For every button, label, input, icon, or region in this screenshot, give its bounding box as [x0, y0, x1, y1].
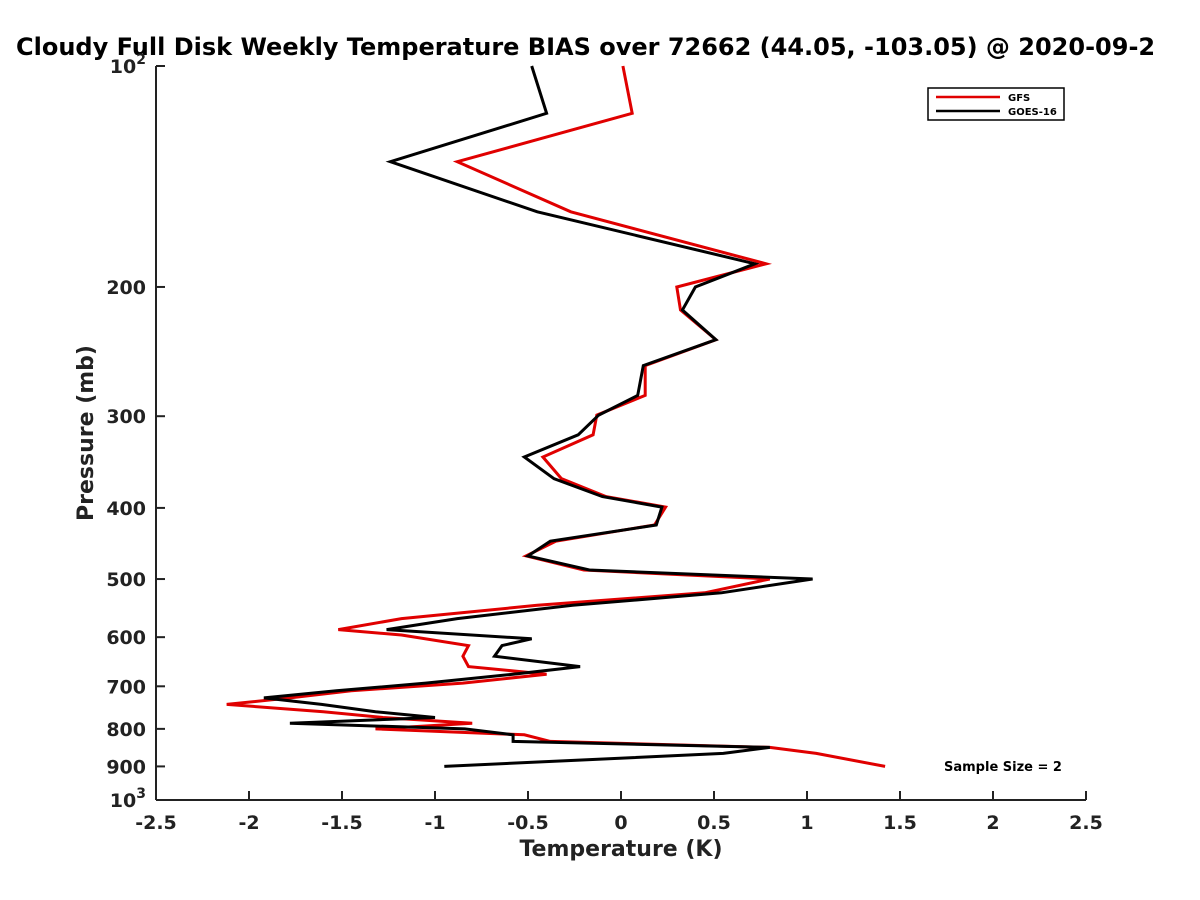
legend-label-goes-16: GOES-16 — [1008, 107, 1057, 118]
x-tick-label: -1 — [424, 812, 445, 834]
x-tick-label: 2.5 — [1069, 812, 1103, 834]
axes — [155, 66, 1086, 801]
legend-box — [927, 87, 1065, 121]
x-tick-label: 0.5 — [697, 812, 731, 834]
y-tick-label: 900 — [106, 756, 146, 778]
x-tick-label: 2 — [986, 812, 999, 834]
y-tick-label: 300 — [106, 406, 146, 428]
sample-size-annotation: Sample Size = 2 — [944, 760, 1062, 775]
legend-label-gfs: GFS — [1008, 93, 1030, 104]
y-axis-label: Pressure (mb) — [74, 345, 99, 521]
series-line-goes-16 — [263, 65, 813, 768]
x-tick-label: -1.5 — [321, 812, 363, 834]
y-tick-label: 103 — [110, 786, 146, 812]
y-tick-label: 102 — [110, 52, 146, 78]
y-tick-label: 500 — [106, 569, 146, 591]
x-tick-label: -2 — [238, 812, 259, 834]
axis-ticks: -2.5 -2 -1.5 -1 -0.5 0 0.5 1 1.5 2 2.5 102 200 300 400… — [106, 52, 1103, 834]
chart-title: Cloudy Full Disk Weekly Temperature BIAS… — [16, 33, 1155, 61]
x-tick-label: -2.5 — [135, 812, 177, 834]
y-tick-label: 400 — [106, 498, 146, 520]
x-tick-label: -0.5 — [507, 812, 549, 834]
x-tick-label: 0 — [614, 812, 627, 834]
legend: GFS GOES-16 — [927, 87, 1065, 121]
x-axis-label: Temperature (K) — [519, 837, 722, 862]
series-line-gfs — [226, 65, 886, 768]
y-tick-label: 600 — [106, 627, 146, 649]
y-tick-label: 800 — [106, 719, 146, 741]
x-tick-label: 1.5 — [883, 812, 917, 834]
y-tick-label: 700 — [106, 676, 146, 698]
series-lines — [226, 65, 886, 768]
y-tick-label: 200 — [106, 277, 146, 299]
x-tick-label: 1 — [800, 812, 813, 834]
